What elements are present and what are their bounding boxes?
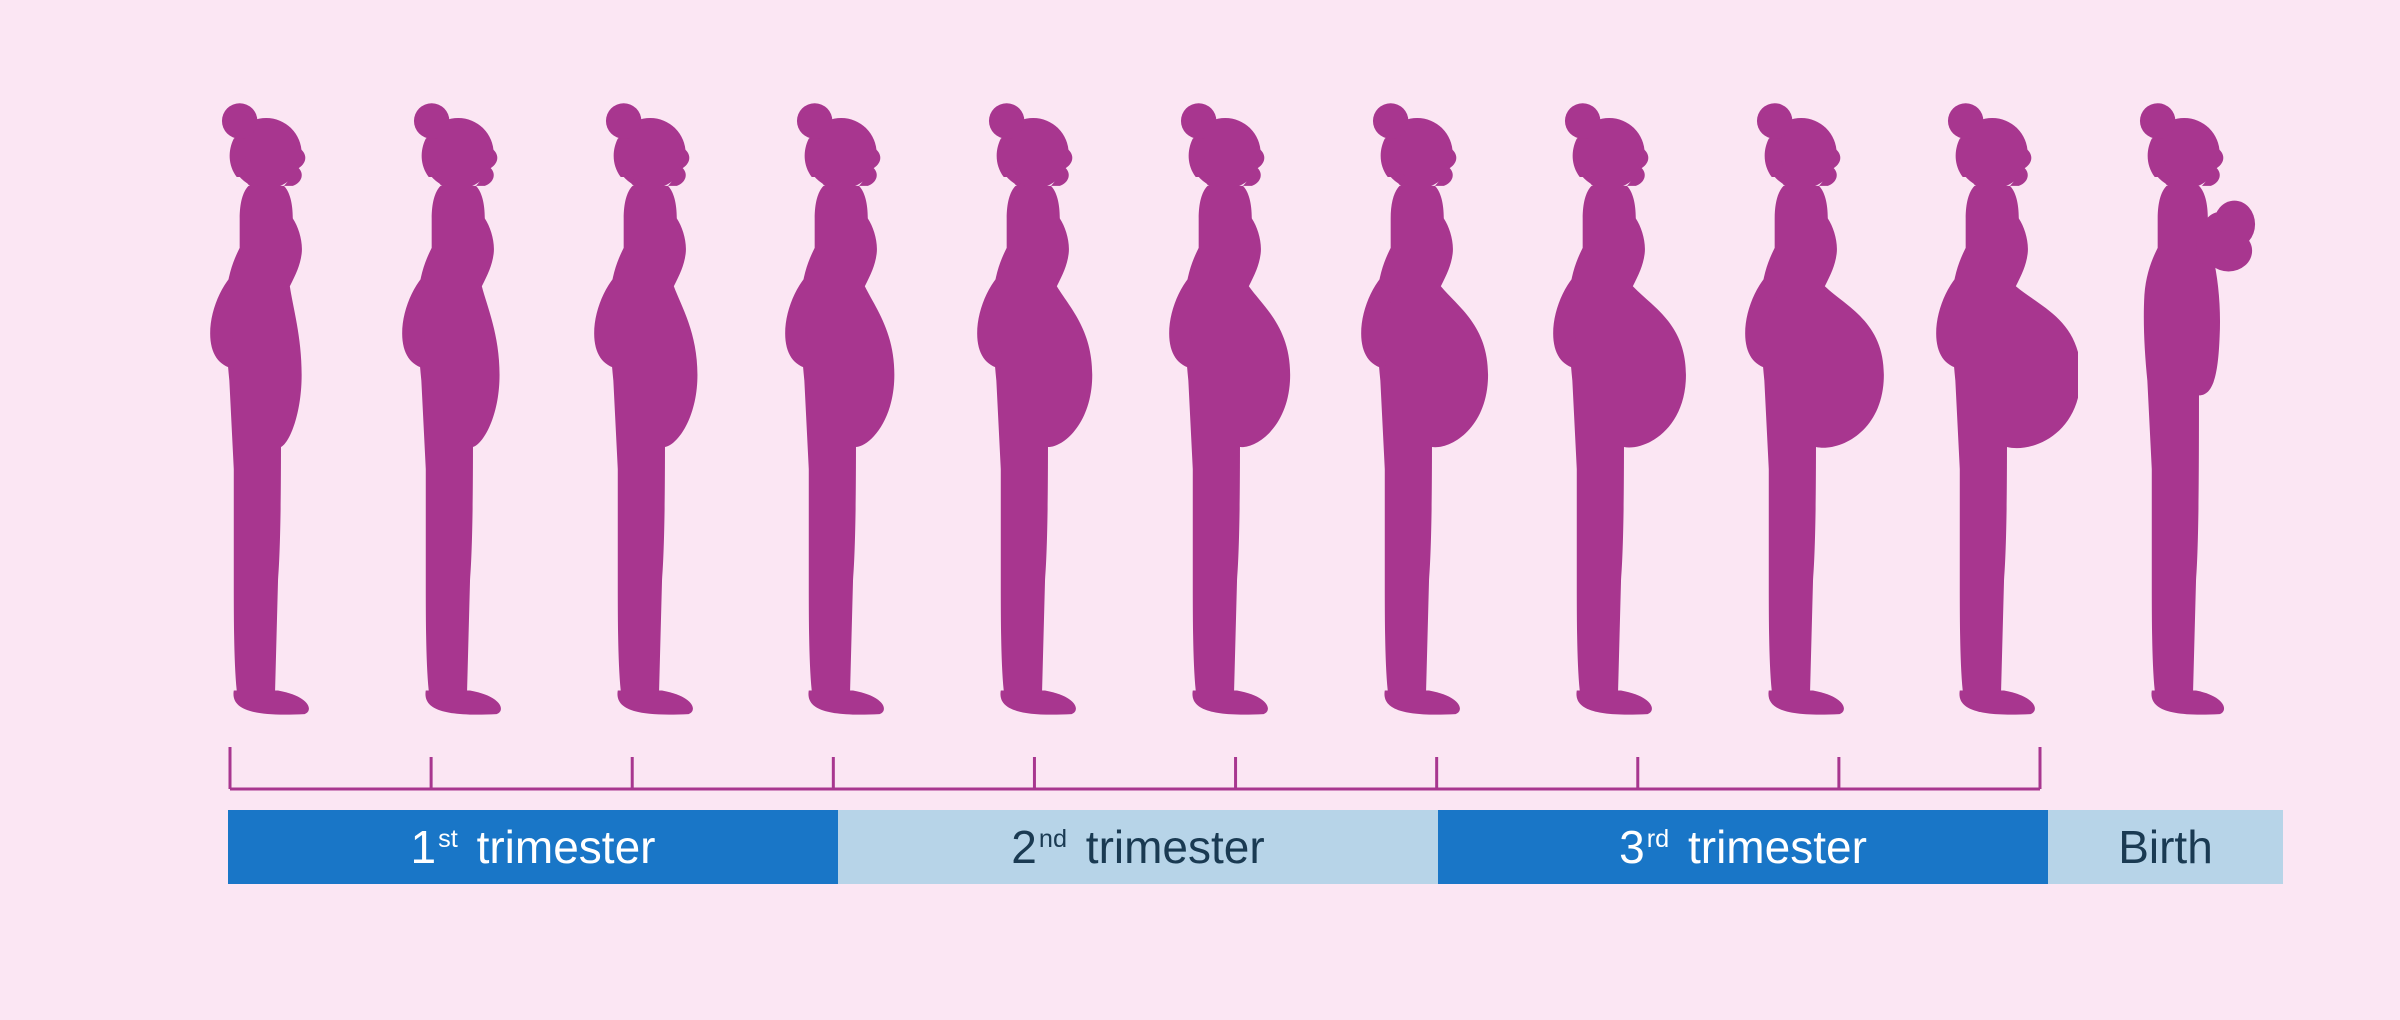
infographic-stage: 1st trimester2nd trimester3rd trimesterB… xyxy=(0,0,2400,1020)
figure-month-9 xyxy=(1695,100,1887,720)
timeline-bar-3: Birth xyxy=(2048,810,2283,884)
timeline-bars: 1st trimester2nd trimester3rd trimesterB… xyxy=(228,810,2283,884)
timeline-bar-2: 3rd trimester xyxy=(1438,810,2048,884)
timeline-bar-label: 3rd trimester xyxy=(1619,820,1867,874)
figure-month-3 xyxy=(544,100,736,720)
timeline-ticks xyxy=(227,745,2043,793)
ord-suffix: st xyxy=(438,825,458,853)
figure-row xyxy=(160,100,2270,720)
timeline-bar-1: 2nd trimester xyxy=(838,810,1438,884)
ord-num: 3 xyxy=(1619,821,1645,873)
figure-month-4 xyxy=(735,100,927,720)
ord-rest: trimester xyxy=(1073,821,1265,873)
figure-birth xyxy=(2078,100,2270,720)
figure-month-2 xyxy=(352,100,544,720)
timeline-bar-label: 1st trimester xyxy=(411,820,656,874)
ord-suffix: rd xyxy=(1647,825,1670,853)
timeline-bar-0: 1st trimester xyxy=(228,810,838,884)
ord-rest: trimester xyxy=(1675,821,1867,873)
timeline-bar-label: 2nd trimester xyxy=(1011,820,1264,874)
ord-num: 1 xyxy=(411,821,437,873)
ord-num: 2 xyxy=(1011,821,1037,873)
figure-month-6 xyxy=(1119,100,1311,720)
figure-month-1 xyxy=(160,100,352,720)
figure-month-8 xyxy=(1503,100,1695,720)
ord-rest: trimester xyxy=(464,821,656,873)
ord-suffix: nd xyxy=(1039,825,1067,853)
figure-month-7 xyxy=(1311,100,1503,720)
timeline-bar-label: Birth xyxy=(2118,820,2213,874)
figure-month-5 xyxy=(927,100,1119,720)
figure-month-10 xyxy=(1886,100,2078,720)
